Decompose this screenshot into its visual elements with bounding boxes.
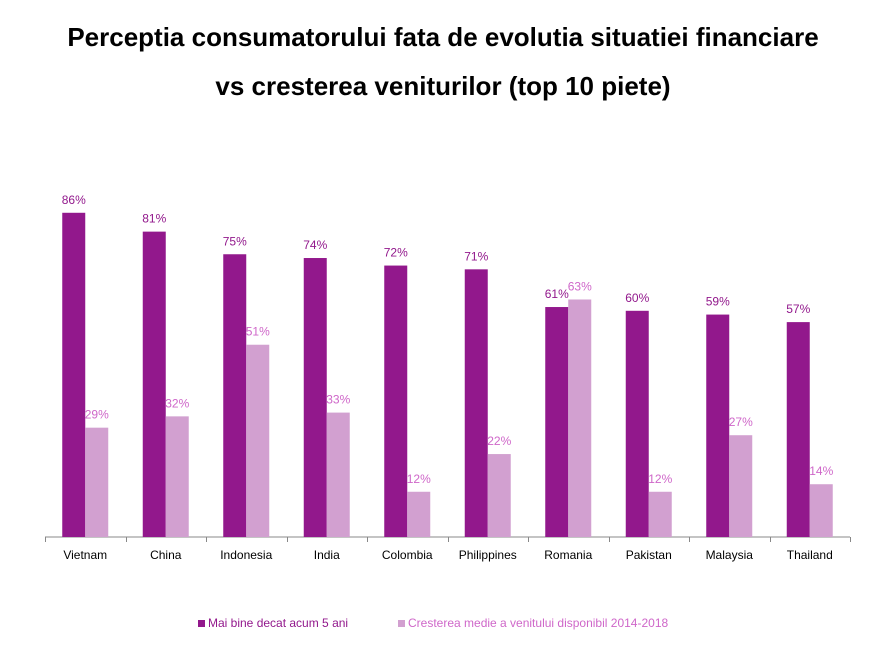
data-label-series1: 60% [625,291,649,305]
data-label-series2: 27% [729,415,753,429]
data-label-series1: 71% [464,249,488,263]
bar-series1-pakistan [625,310,649,537]
bar-series2-pakistan [648,491,672,537]
data-label-series1: 59% [706,295,730,309]
bar-series2-indonesia [246,344,270,537]
bar-series2-thailand [809,484,833,537]
legend-label-series2: Cresterea medie a venitului disponibil 2… [408,616,669,630]
chart-title-line2: vs cresterea veniturilor (top 10 piete) [215,71,671,101]
bar-series2-china [165,416,189,537]
data-label-series2: 32% [165,396,189,410]
data-label-series2: 63% [568,279,592,293]
bar-series1-thailand [786,322,810,537]
chart-title-line1: Perceptia consumatorului fata de evoluti… [67,22,819,52]
legend-item-series1: Mai bine decat acum 5 ani [198,616,348,630]
x-tick-label: Romania [544,548,592,562]
data-label-series1: 86% [62,193,86,207]
bar-series1-romania [545,307,569,537]
bar-series2-india [326,412,350,537]
bar-series2-philippines [487,454,511,537]
legend-item-series2: Cresterea medie a venitului disponibil 2… [398,616,668,630]
data-label-series1: 72% [384,246,408,260]
x-tick-label: Philippines [459,548,517,562]
bar-series1-philippines [464,269,488,537]
data-label-series2: 29% [85,408,109,422]
bar-series1-colombia [384,265,408,537]
x-tick-label: Indonesia [220,548,272,562]
x-tick-label: Vietnam [63,548,107,562]
data-label-series2: 22% [487,434,511,448]
bar-series1-malaysia [706,314,730,537]
legend-swatch-series2 [398,619,405,627]
data-label-series1: 75% [223,234,247,248]
data-label-series1: 61% [545,287,569,301]
legend-label-series1: Mai bine decat acum 5 ani [208,616,349,630]
data-label-series2: 12% [648,472,672,486]
data-label-series2: 33% [326,393,350,407]
bar-series1-indonesia [223,254,247,537]
bar-series2-romania [568,299,592,537]
bar-series1-vietnam [62,212,86,537]
data-label-series1: 74% [303,238,327,252]
data-label-series2: 12% [407,472,431,486]
legend-swatch-series1 [198,619,205,627]
x-tick-label: Colombia [382,548,433,562]
bar-series1-india [303,258,327,537]
x-tick-label: Pakistan [626,548,672,562]
data-label-series2: 51% [246,325,270,339]
data-label-series1: 81% [142,212,166,226]
x-tick-label: China [150,548,182,562]
data-label-series1: 57% [786,302,810,316]
x-tick-label: India [314,548,340,562]
x-tick-label: Thailand [787,548,833,562]
x-tick-label: Malaysia [706,548,754,562]
data-label-series2: 14% [809,464,833,478]
bar-series2-malaysia [729,435,753,537]
bar-series2-vietnam [85,427,109,537]
bar-series2-colombia [407,491,431,537]
bar-series1-china [142,231,166,537]
